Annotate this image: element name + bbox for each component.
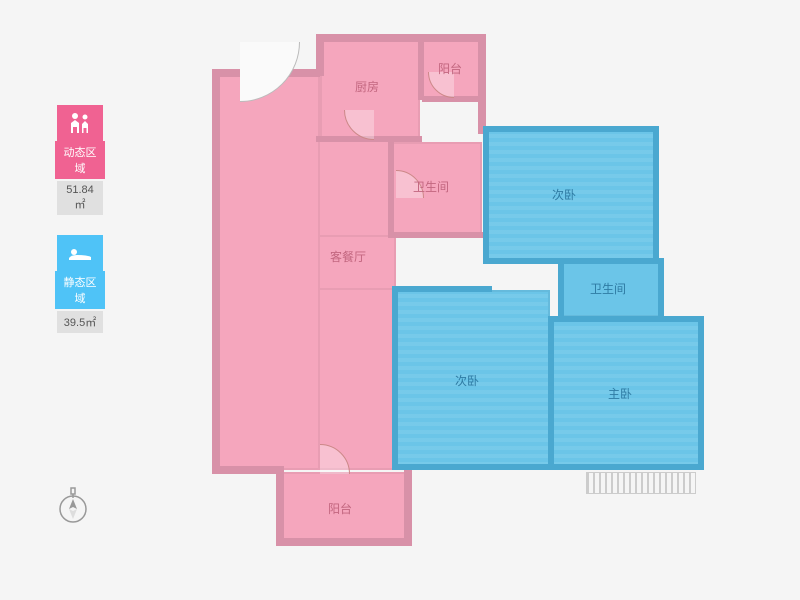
wall (392, 464, 704, 470)
balcony-rail (586, 472, 696, 494)
wall (404, 466, 412, 546)
wall (316, 34, 484, 42)
legend-panel: 动态区域 51.84㎡ 静态区域 39.5㎡ (55, 105, 105, 353)
legend-static: 静态区域 39.5㎡ (55, 235, 105, 333)
legend-static-label: 静态区域 (55, 271, 105, 309)
room-living-lower (318, 140, 395, 470)
wall (548, 316, 554, 470)
room-bedroom-2b (395, 290, 550, 468)
wall (388, 232, 484, 238)
wall (558, 260, 564, 320)
door-arc (240, 42, 300, 102)
room-bedroom-2a (485, 130, 655, 260)
wall (478, 34, 486, 134)
door-arc (344, 110, 374, 140)
wall (276, 466, 284, 546)
wall (483, 258, 663, 264)
compass-icon (55, 485, 91, 530)
door-arc (320, 444, 350, 474)
wall (653, 126, 659, 262)
room-master (552, 319, 700, 468)
room-bathroom-2 (562, 262, 662, 317)
wall (392, 286, 398, 470)
legend-dynamic-label: 动态区域 (55, 141, 105, 179)
door-arc (396, 170, 424, 198)
wall (388, 138, 394, 236)
sleep-icon (57, 235, 103, 271)
legend-dynamic-value: 51.84㎡ (57, 181, 103, 215)
wall (483, 126, 659, 132)
legend-dynamic: 动态区域 51.84㎡ (55, 105, 105, 215)
room-living-mid (318, 235, 396, 290)
wall (316, 34, 324, 76)
wall (698, 316, 704, 470)
wall (483, 126, 489, 262)
floorplan: 厨房 阳台 卫生间 客餐厅 阳台 次卧 卫生间 次卧 主卧 (200, 20, 700, 580)
wall (276, 538, 410, 546)
wall (212, 69, 220, 473)
wall (392, 286, 492, 292)
wall (658, 258, 664, 320)
room-living-upper (215, 72, 320, 470)
wall (548, 316, 704, 322)
door-arc (428, 72, 454, 98)
legend-static-value: 39.5㎡ (57, 311, 103, 333)
room-balcony-bottom (280, 472, 408, 542)
wall (212, 466, 282, 474)
wall (418, 34, 424, 100)
people-icon (57, 105, 103, 141)
